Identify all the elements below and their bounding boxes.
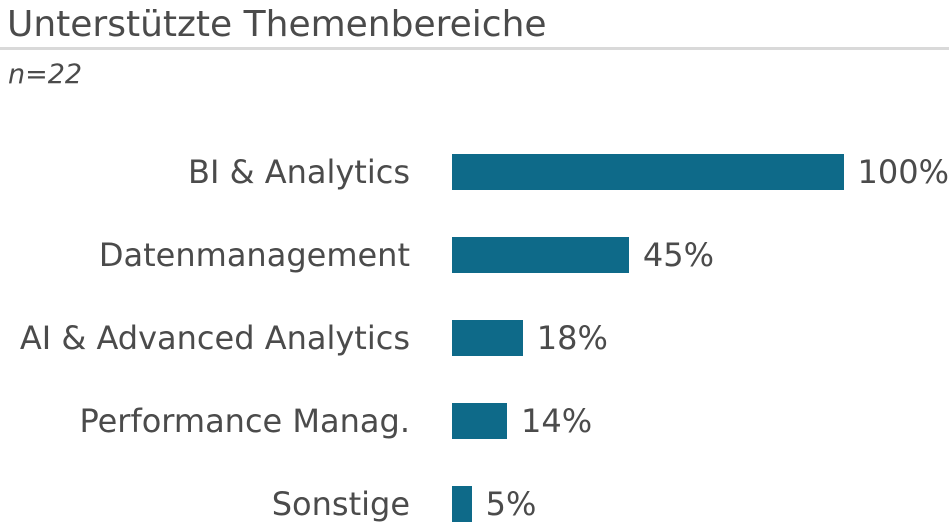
value-label: 45%: [642, 235, 714, 274]
category-label: Performance Manag.: [79, 401, 410, 440]
bar-sonstige: [452, 485, 472, 522]
bar-row: AI & Advanced Analytics 18%: [0, 296, 949, 379]
chart-header: Unterstützte Themenbereiche: [0, 0, 949, 50]
bar-chart: BI & Analytics 100% Datenmanagement 45% …: [0, 130, 949, 525]
bar-performance-manag: [452, 402, 508, 439]
value-label: 18%: [536, 318, 608, 357]
category-label: AI & Advanced Analytics: [19, 318, 410, 357]
category-label: BI & Analytics: [188, 152, 410, 191]
value-label: 14%: [521, 401, 593, 440]
bar-row: BI & Analytics 100%: [0, 130, 949, 213]
value-label: 100%: [857, 152, 949, 191]
sample-size-label: n=22: [8, 59, 83, 90]
bar-row: Datenmanagement 45%: [0, 213, 949, 296]
category-label: Sonstige: [271, 484, 410, 523]
bar-ai-advanced-analytics: [452, 319, 523, 356]
value-label: 5%: [485, 484, 537, 523]
bar-row: Sonstige 5%: [0, 462, 949, 525]
category-label: Datenmanagement: [98, 235, 410, 274]
bar-row: Performance Manag. 14%: [0, 379, 949, 462]
chart-title: Unterstützte Themenbereiche: [7, 4, 547, 45]
bar-datenmanagement: [452, 236, 629, 273]
bar-bi-analytics: [452, 153, 844, 190]
